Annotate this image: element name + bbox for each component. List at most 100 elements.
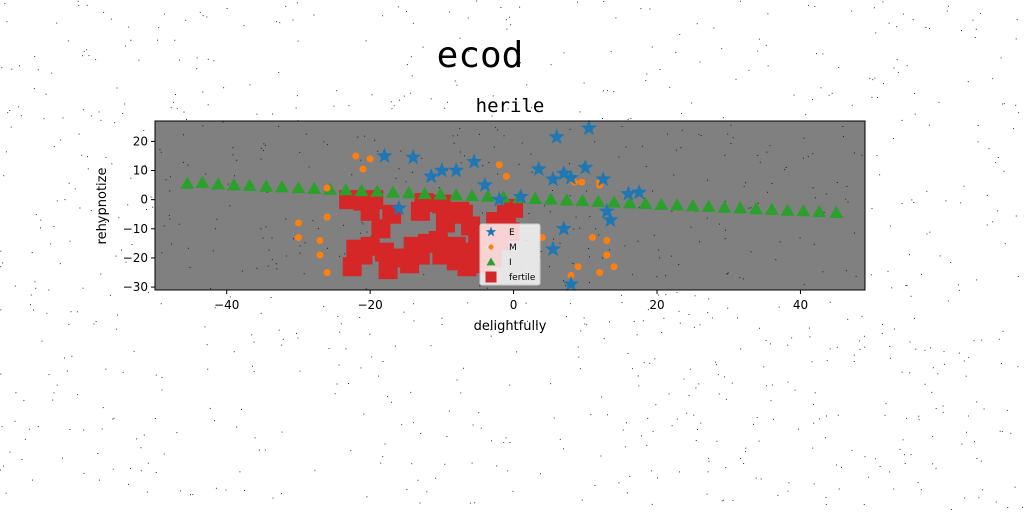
data-point — [323, 269, 331, 277]
data-point — [316, 251, 324, 259]
data-point — [829, 205, 844, 219]
data-point — [603, 236, 611, 244]
legend-label: I — [509, 258, 512, 268]
data-point — [491, 191, 508, 207]
data-point — [352, 152, 360, 160]
y-tick-label: −10 — [123, 222, 148, 236]
data-point — [417, 186, 432, 200]
x-tick-label: 20 — [649, 298, 664, 312]
data-point — [555, 164, 572, 181]
data-point — [342, 257, 362, 277]
data-point — [323, 184, 331, 192]
data-point — [274, 180, 289, 193]
data-point — [370, 184, 385, 197]
data-point — [555, 220, 572, 236]
y-axis: −30 −20 −10 0 10 20 — [123, 134, 155, 294]
data-point — [591, 194, 606, 207]
data-point — [371, 219, 391, 239]
data-point — [543, 192, 558, 205]
legend-marker — [488, 244, 494, 250]
data-point — [386, 185, 401, 198]
data-point — [291, 181, 306, 194]
data-point — [764, 202, 779, 215]
data-point — [670, 198, 685, 211]
data-point — [598, 202, 615, 219]
legend-marker — [485, 226, 497, 237]
y-tick-label: −30 — [123, 280, 148, 294]
legend-box — [479, 223, 541, 286]
data-point — [316, 236, 324, 244]
data-point — [259, 179, 274, 192]
legend-label: M — [509, 243, 517, 253]
data-point — [502, 172, 510, 180]
data-point — [366, 155, 374, 163]
data-point — [701, 199, 716, 212]
x-tick-label: −40 — [214, 298, 239, 312]
data-point — [577, 159, 594, 175]
data-point — [435, 213, 455, 233]
data-point — [195, 175, 210, 189]
x-tick-label: 0 — [510, 298, 518, 312]
data-point — [574, 263, 582, 271]
data-point — [432, 245, 452, 265]
legend-marker — [485, 271, 497, 283]
y-axis-label: rehypnotize — [95, 168, 110, 245]
data-point — [602, 211, 619, 227]
data-point — [596, 269, 604, 277]
data-point — [401, 185, 416, 199]
data-point — [211, 177, 226, 190]
data-point — [405, 148, 422, 165]
plot-frame — [154, 120, 866, 291]
x-axis: −40 −20 0 20 40 — [214, 290, 808, 312]
legend-label: E — [509, 228, 515, 238]
data-point — [242, 178, 257, 191]
data-point — [226, 178, 241, 191]
data-point — [480, 189, 495, 202]
data-point — [448, 162, 465, 178]
data-point — [622, 196, 637, 209]
data-point — [606, 195, 621, 208]
data-point — [638, 196, 653, 210]
data-point — [580, 119, 597, 136]
data-point — [575, 193, 590, 207]
data-point — [449, 188, 464, 201]
data-point — [180, 176, 195, 189]
data-point — [464, 188, 479, 202]
data-point — [567, 271, 575, 279]
data-point — [717, 200, 732, 213]
chart-title: herile — [476, 95, 545, 117]
data-point — [446, 236, 466, 256]
y-tick-label: 0 — [140, 193, 148, 207]
data-point — [812, 204, 827, 218]
data-point — [433, 162, 450, 178]
series-layer — [180, 119, 844, 292]
data-point — [360, 236, 380, 256]
data-point — [294, 234, 302, 242]
data-point — [562, 169, 580, 185]
legend-label: fertile — [509, 273, 536, 283]
data-point — [562, 275, 580, 292]
y-tick-label: 10 — [133, 164, 148, 178]
data-point — [654, 197, 669, 210]
x-axis-label: delightfully — [474, 319, 547, 334]
data-point — [307, 181, 322, 194]
data-point — [512, 188, 529, 204]
data-point — [374, 242, 394, 262]
data-point — [733, 201, 748, 214]
x-tick-label: −20 — [357, 298, 382, 312]
data-point — [528, 191, 543, 205]
data-point — [446, 251, 466, 271]
data-point — [338, 183, 353, 196]
data-point — [323, 213, 331, 221]
data-point — [466, 153, 483, 169]
data-point — [559, 193, 574, 206]
data-point — [294, 219, 302, 227]
series-E — [376, 119, 648, 292]
figure-suptitle: ecod — [437, 35, 524, 76]
data-point — [603, 251, 611, 259]
data-point — [354, 183, 369, 197]
data-point — [620, 185, 637, 201]
data-point — [595, 170, 612, 187]
data-point — [685, 199, 700, 212]
